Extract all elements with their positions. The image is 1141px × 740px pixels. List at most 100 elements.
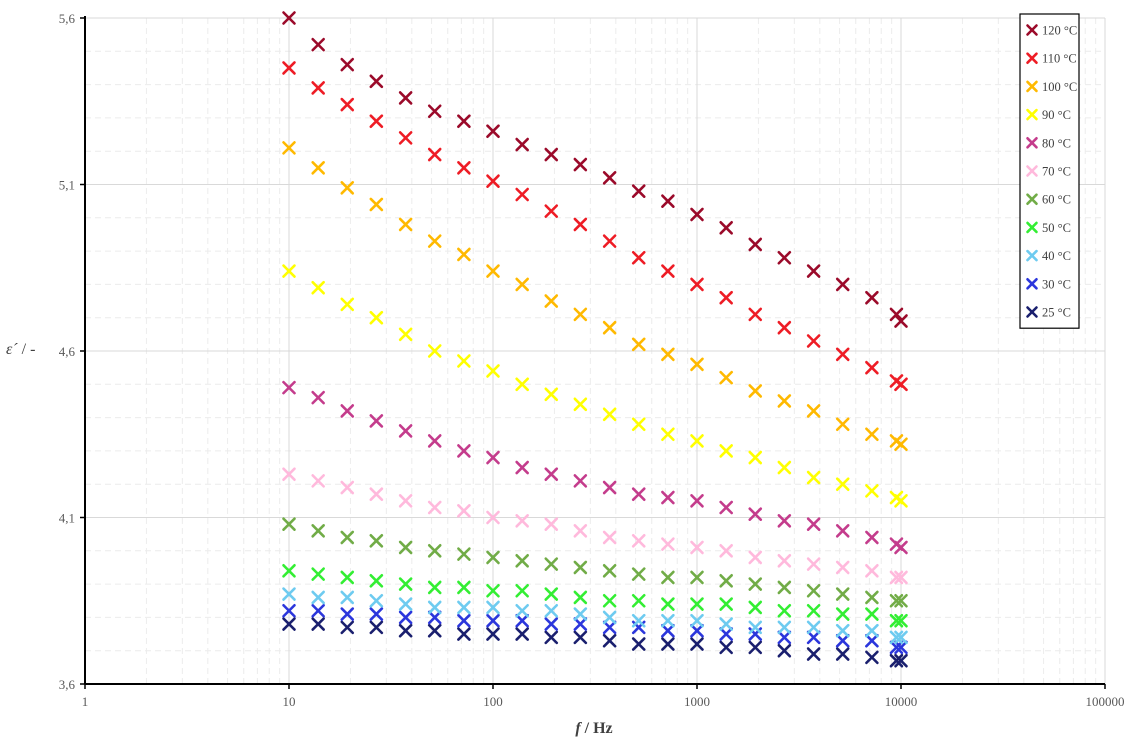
legend-marker [1026,306,1038,318]
data-point [631,184,646,198]
legend-box [1019,13,1080,329]
data-point [427,623,442,638]
data-point [573,307,588,322]
series-120C [282,11,908,328]
data-point [602,633,617,648]
series-30C [282,603,908,655]
legend-marker [1026,108,1038,121]
data-point [894,494,908,508]
data-point [631,417,646,432]
data-point [661,637,675,651]
series-40C [282,587,908,645]
data-point [894,314,908,328]
data-point [806,404,821,418]
data-point [340,590,355,605]
data-point [865,590,879,605]
legend-marker [1026,165,1038,177]
y-tick-label: 4,1 [59,511,75,526]
data-point [690,540,704,555]
data-point [369,74,384,89]
data-point [282,587,296,601]
data-point [340,57,355,72]
legend-label: 40 °C [1042,249,1071,263]
x-axis-unit: / Hz [584,720,613,737]
data-point [631,534,646,548]
data-point [690,637,704,651]
data-point [457,613,471,628]
x-tick-label: 1000 [684,694,710,709]
data-point [515,553,529,568]
data-point [369,310,384,325]
y-axis-unit: / - [22,341,36,358]
data-point [486,550,500,565]
data-point [631,637,646,651]
data-point [486,583,500,598]
data-point [719,627,733,641]
data-point [748,577,763,591]
data-point [486,600,500,615]
data-point [457,247,471,262]
data-point [515,627,529,641]
data-point [865,530,879,545]
data-point [661,570,675,585]
data-point [282,141,296,155]
data-point [602,530,617,545]
data-point [544,630,559,645]
data-point [457,580,471,595]
data-point [631,593,646,608]
data-point [427,610,442,625]
data-point [398,610,413,625]
data-point [777,580,792,595]
data-point [865,360,879,375]
data-point [894,540,908,555]
data-point [311,37,325,52]
series-80C [282,380,908,555]
data-point [311,567,325,581]
data-point [748,307,763,322]
data-point [889,613,904,628]
series-100C [282,141,908,452]
data-point [835,477,850,492]
legend-item: 100 °C [1026,80,1077,94]
data-point [602,593,617,608]
data-point [515,583,529,598]
data-point [865,484,879,498]
data-point [777,603,792,618]
legend-marker [1026,277,1038,290]
legend-label: 100 °C [1042,80,1077,94]
data-point [515,514,529,528]
data-point [889,593,904,608]
data-point [806,630,821,645]
data-point [486,450,500,465]
legend-label: 30 °C [1042,277,1071,291]
grid-lines [84,17,1106,685]
data-point [515,460,529,475]
data-point [311,590,325,605]
data-point [865,607,879,621]
data-point [719,640,733,655]
legend-label: 80 °C [1042,136,1071,150]
data-point [894,437,908,452]
data-point [544,587,559,601]
data-point [865,563,879,578]
data-point [369,197,384,212]
data-point [282,603,296,618]
data-point [894,593,908,608]
data-point [369,487,384,501]
data-point [777,394,792,408]
data-point [661,427,675,442]
data-point [427,147,442,162]
data-point [311,81,325,95]
y-axis-variable: ε´ [6,341,18,358]
data-point [340,620,355,635]
data-point [457,627,471,641]
data-point [748,620,763,635]
data-point [457,161,471,175]
data-point [544,467,559,482]
data-point [748,450,763,465]
data-point [427,344,442,358]
data-point [690,277,704,292]
data-point [282,517,296,531]
data-point [282,563,296,578]
data-point [602,620,617,635]
